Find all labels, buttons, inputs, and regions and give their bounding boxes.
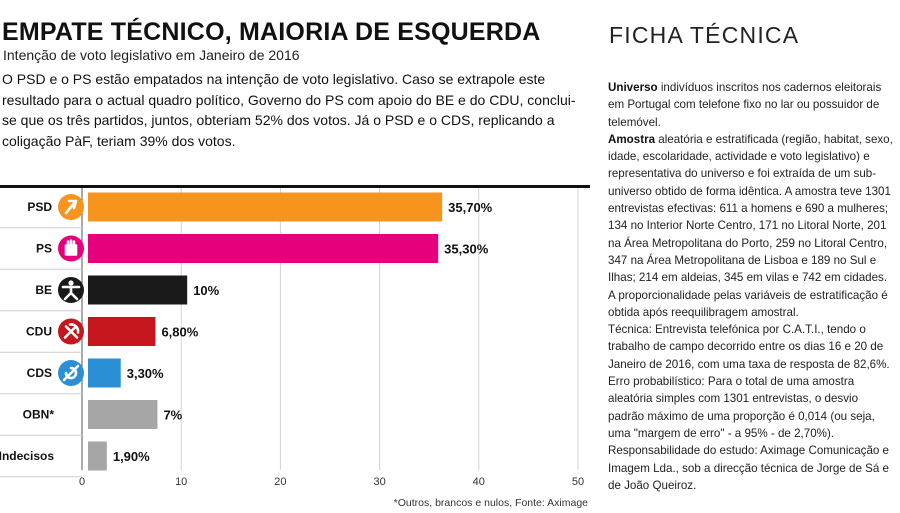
ficha-title: FICHA TÉCNICA: [609, 22, 800, 48]
ps-logo-icon: [58, 235, 84, 262]
psd-logo-icon: [58, 194, 84, 220]
ficha-body: Universo indivíduos inscritos nos cadern…: [608, 79, 895, 494]
x-tick-label: 30: [373, 476, 385, 488]
category-label: PS: [36, 242, 52, 256]
value-label: 1,90%: [113, 449, 150, 464]
cdu-logo-icon: [58, 318, 84, 345]
bar: [88, 441, 107, 471]
category-label: PSD: [27, 200, 52, 214]
ficha-section: Técnica: Entrevista telefónica por C.A.T…: [608, 321, 895, 373]
headline: EMPATE TÉCNICO, MAIORIA DE ESQUERDA: [2, 18, 541, 46]
intro-paragraph: O PSD e o PS estão empatados na intenção…: [2, 71, 576, 149]
ficha-section-text: Erro probabilístico: Para o total de uma…: [608, 375, 875, 440]
category-label: OBN*: [23, 408, 55, 422]
bar: [88, 317, 156, 346]
value-label: 6,80%: [161, 325, 198, 340]
x-tick-label: 40: [473, 476, 485, 488]
bar: [88, 234, 439, 263]
ficha-panel: FICHA TÉCNICA Universo indivíduos inscri…: [607, 0, 897, 513]
value-label: 35,70%: [448, 200, 493, 215]
ficha-section: Universo indivíduos inscritos nos cadern…: [608, 79, 895, 131]
ficha-section: Responsabilidade do estudo: Aximage Comu…: [608, 442, 895, 494]
subtitle: Intenção de voto legislativo em Janeiro …: [3, 47, 300, 63]
bar: [88, 358, 121, 388]
x-tick-label: 0: [79, 476, 85, 488]
chart-panel: EMPATE TÉCNICO, MAIORIA DE ESQUERDA Inte…: [0, 18, 590, 509]
ficha-section: Amostra aleatória e estratificada (regiã…: [608, 131, 895, 321]
bar: [88, 400, 158, 429]
category-label: BE: [35, 283, 52, 297]
category-label: Indecisos: [0, 449, 54, 463]
ficha-section-text: aleatória e estratificada (região, habit…: [608, 132, 893, 319]
value-label: 3,30%: [127, 366, 164, 381]
ficha-section-label: Universo: [608, 81, 658, 94]
category-label: CDS: [27, 366, 52, 380]
value-label: 35,30%: [444, 242, 489, 257]
source-note: *Outros, brancos e nulos, Fonte: Aximage: [393, 497, 588, 509]
category-label: CDU: [26, 325, 52, 339]
bar-chart: 0 10 20 30 40 50 PSD 35,70% PS 35,30% BE 10% CDU 6,80…: [0, 188, 584, 488]
section-rule: [0, 185, 590, 188]
bar: [88, 192, 443, 222]
ficha-section-text: indivíduos inscritos nos cadernos eleito…: [608, 81, 882, 129]
bar: [88, 275, 188, 305]
cds-logo-icon: [58, 360, 84, 386]
x-tick-label: 10: [175, 476, 187, 488]
ficha-section-text: Técnica: Entrevista telefónica por C.A.T…: [608, 323, 890, 371]
x-tick-label: 50: [572, 476, 584, 488]
ficha-section-label: Amostra: [608, 132, 656, 146]
be-logo-icon: [58, 277, 84, 303]
ficha-section-text: Responsabilidade do estudo: Aximage Comu…: [608, 444, 890, 492]
value-label: 7%: [163, 408, 182, 423]
value-label: 10%: [193, 283, 219, 298]
x-tick-label: 20: [274, 476, 286, 488]
ficha-section: Erro probabilístico: Para o total de uma…: [608, 373, 895, 442]
